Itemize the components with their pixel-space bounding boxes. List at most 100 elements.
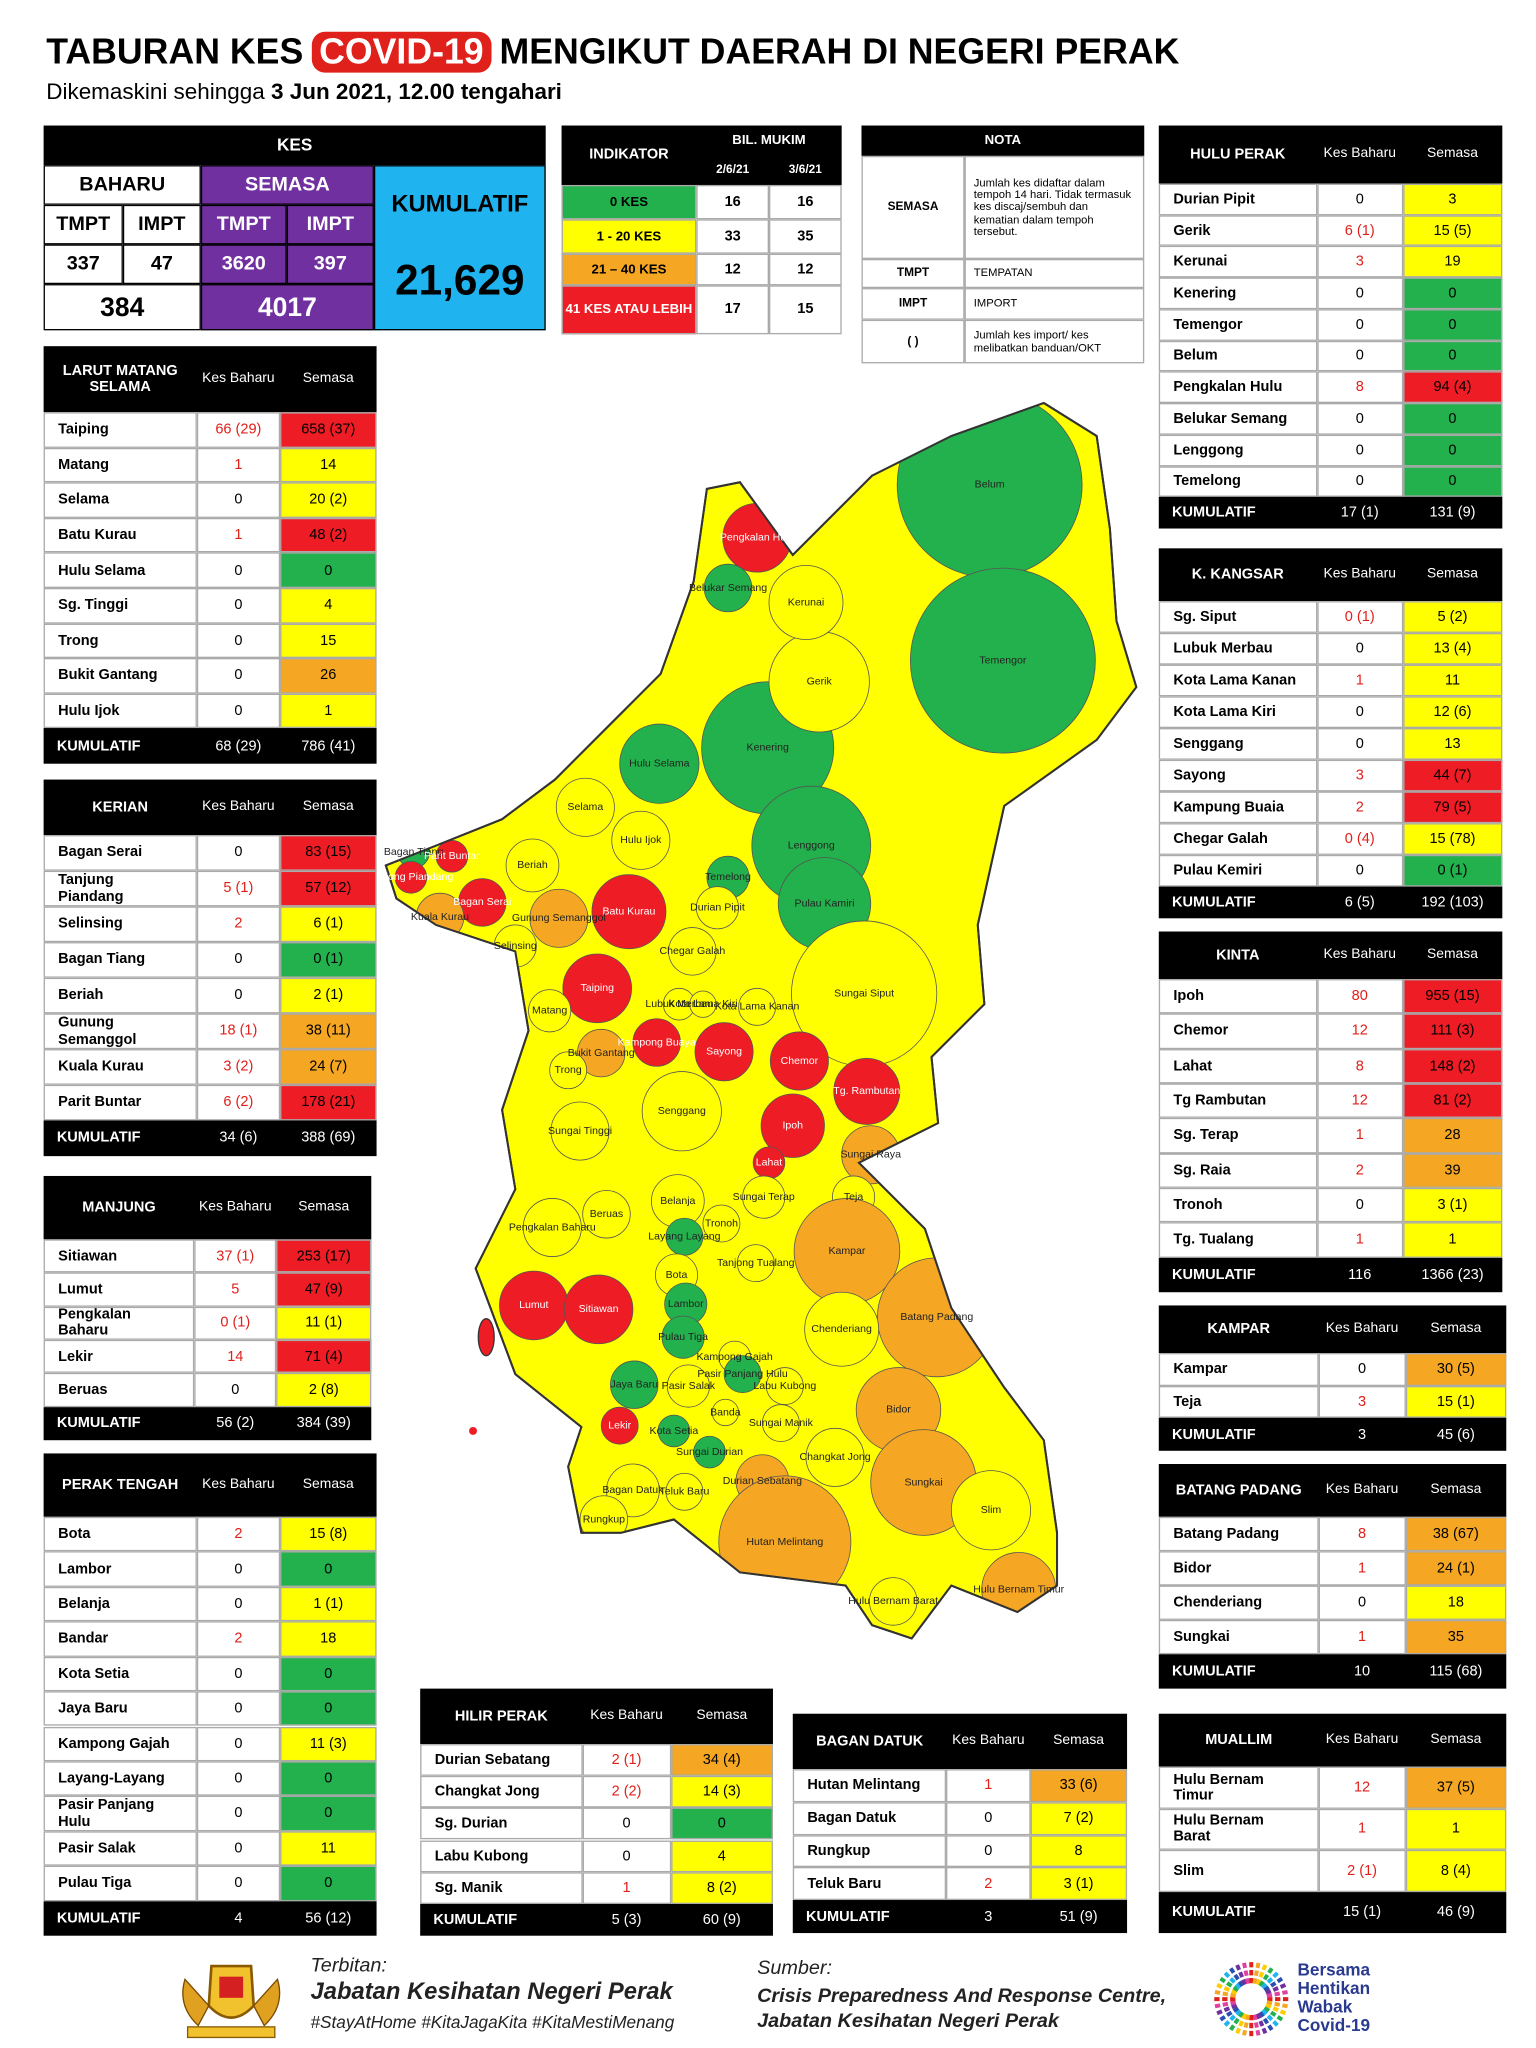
region-label: Sayong [706,1046,742,1058]
region-label: Layang Layang [648,1231,720,1243]
region-fill [695,886,740,930]
region-label: Pasir Panjang Hulu [697,1368,788,1380]
active-cases: 8 (2) [670,1871,773,1904]
region-label: Hulu Bernam Timur [973,1583,1064,1595]
island [469,1427,477,1435]
region-label: Sungai Raya [840,1149,901,1161]
area-name: Pasir Panjang Hulu [43,1796,197,1831]
column-header: Semasa [302,1476,354,1493]
region-label: Pengkalan Hulu [720,532,795,544]
indicator-value: 15 [768,285,842,335]
new-cases: 2 [196,1621,280,1657]
total-active: 388 (69) [301,1130,356,1147]
region-fill [661,1315,705,1359]
logo-ray [1255,2013,1269,2037]
region-label: Temengor [979,654,1026,666]
total-row-bg [1158,1654,1507,1689]
region-fill [769,1031,829,1091]
column-header: Semasa [696,1707,748,1724]
area-name: Hulu Selama [43,552,197,588]
logo-ray [1263,2006,1286,2023]
area-name: Kota Lama Kanan [1158,664,1317,697]
region-label: Sungkai [905,1476,943,1488]
column-header: Semasa [302,370,354,387]
area-name: Lambor [43,1551,197,1587]
area-name: Matang [43,447,197,483]
region-label: Parit Buntar [424,850,480,862]
region-fill [768,565,844,640]
area-name: Tg. Tualang [1158,1222,1317,1258]
title: TABURAN KES COVID-19 MENGIKUT DAERAH DI … [46,31,1179,73]
region-label: Lubuk Merbau [645,998,713,1010]
region-label: Tronoh [705,1217,738,1229]
new-cases: 0 [1316,465,1403,498]
region-fill [693,1435,726,1469]
new-cases: 8 [1316,371,1403,404]
column-header: Semasa [1430,1731,1482,1748]
region-label: Bukit Gantang [568,1047,635,1059]
total-active: 56 (12) [305,1910,352,1927]
summary-subheader: TMPT [43,204,123,245]
area-name: Sg. Manik [420,1871,583,1904]
area-name: Bagan Tiang [43,942,197,978]
total-new: 68 (29) [215,738,262,754]
total-row-bg [43,728,377,764]
new-cases: 0 [196,658,280,694]
new-cases: 2 (1) [1318,1849,1406,1892]
area-name: Temengor [1158,309,1317,341]
active-cases: 0 [1402,465,1503,498]
region-label: Labu Kubong [753,1380,816,1392]
region-fill [738,987,776,1026]
area-name: Kota Setia [43,1656,197,1692]
area-name: Kerunai [1158,246,1317,278]
region-fill [522,1198,582,1257]
total-row-bg [1158,886,1503,919]
region-label: Senggang [658,1105,706,1117]
active-cases: 0 [279,1761,377,1797]
region-label: Bagan Datuk [602,1484,664,1496]
active-cases: 0 [1402,277,1503,310]
region-fill [723,1355,762,1394]
region-label: Lekir [608,1419,631,1431]
total-active: 51 (9) [1059,1908,1098,1925]
total-active: 192 (103) [1421,894,1484,911]
region-fill [555,777,615,837]
new-cases: 0 [196,1586,280,1622]
indicator-value: 33 [696,219,769,254]
area-name: Sg. Tinggi [43,587,197,624]
logo-text: Wabak [1297,1996,1353,2017]
region-label: Hulu Selama [629,758,690,770]
active-cases: 48 (2) [279,517,377,553]
area-name: Hulu Bernam Timur [1158,1766,1319,1809]
new-cases: 0 [194,1373,277,1407]
active-cases: 15 (1) [1405,1385,1507,1419]
area-name: Pasir Salak [43,1830,197,1866]
active-cases: 94 (4) [1402,371,1503,404]
new-cases: 12 [1318,1766,1406,1809]
new-cases: 0 [196,1551,280,1587]
new-cases: 0 (4) [1316,823,1403,855]
area-name: Belanja [43,1586,197,1622]
logo-ray [1221,1969,1242,1990]
region-fill [528,989,572,1033]
active-cases: 8 (4) [1405,1849,1507,1892]
summary-header: KES [43,125,546,166]
summary-value: 47 [122,244,201,285]
region-fill [761,1404,800,1442]
summary-group: BAHARU [43,165,201,205]
area-name: Durian Sebatang [420,1744,583,1777]
new-cases: 2 [196,1516,280,1552]
active-cases: 37 (5) [1405,1766,1507,1809]
area-name: Tanjung Piandang [43,870,197,907]
column-header: Kes Baharu [1323,145,1396,162]
source: Crisis Preparedness And Response Centre, [757,1984,1167,2008]
new-cases: 0 (1) [194,1306,277,1340]
table-header-bg [43,1453,377,1517]
region-fill [666,1364,710,1408]
area-name: Gerik [1158,215,1317,247]
area-name: Pengkalan Baharu [43,1306,195,1340]
summary-value: 337 [43,244,123,285]
new-cases: 0 [196,1830,280,1866]
logo-ray [1263,1975,1286,1992]
